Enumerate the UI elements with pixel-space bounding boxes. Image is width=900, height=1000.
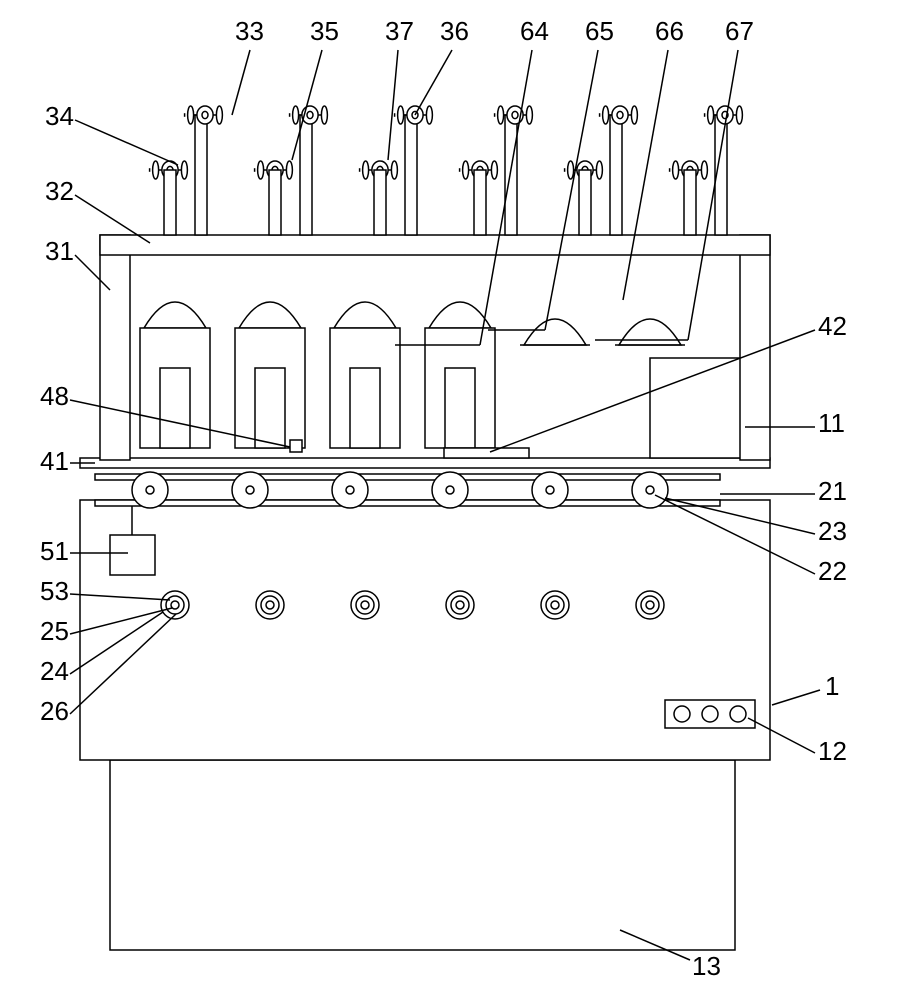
label-42: 42	[818, 311, 847, 341]
label-26: 26	[40, 696, 69, 726]
label-13: 13	[692, 951, 721, 981]
gantry-beam	[100, 235, 770, 255]
label-36: 36	[440, 16, 469, 46]
label-64: 64	[520, 16, 549, 46]
label-21: 21	[818, 476, 847, 506]
dome	[334, 302, 396, 328]
dome	[239, 302, 301, 328]
label-53: 53	[40, 576, 69, 606]
label-32: 32	[45, 176, 74, 206]
gantry-left-post	[100, 235, 130, 460]
label-23: 23	[818, 516, 847, 546]
label-67: 67	[725, 16, 754, 46]
label-65: 65	[585, 16, 614, 46]
tray	[444, 448, 529, 458]
label-51: 51	[40, 536, 69, 566]
label-25: 25	[40, 616, 69, 646]
label-35: 35	[310, 16, 339, 46]
label-12: 12	[818, 736, 847, 766]
label-66: 66	[655, 16, 684, 46]
label-1: 1	[825, 671, 839, 701]
label-33: 33	[235, 16, 264, 46]
label-24: 24	[40, 656, 69, 686]
label-11: 11	[818, 408, 845, 438]
small-block	[290, 440, 302, 452]
label-48: 48	[40, 381, 69, 411]
label-22: 22	[818, 556, 847, 586]
label-41: 41	[40, 446, 69, 476]
label-31: 31	[45, 236, 74, 266]
label-37: 37	[385, 16, 414, 46]
dome	[429, 302, 491, 328]
dome	[144, 302, 206, 328]
label-34: 34	[45, 101, 74, 131]
shelf-ledge	[80, 458, 770, 468]
counter-box	[110, 535, 155, 575]
pedestal	[110, 760, 735, 950]
